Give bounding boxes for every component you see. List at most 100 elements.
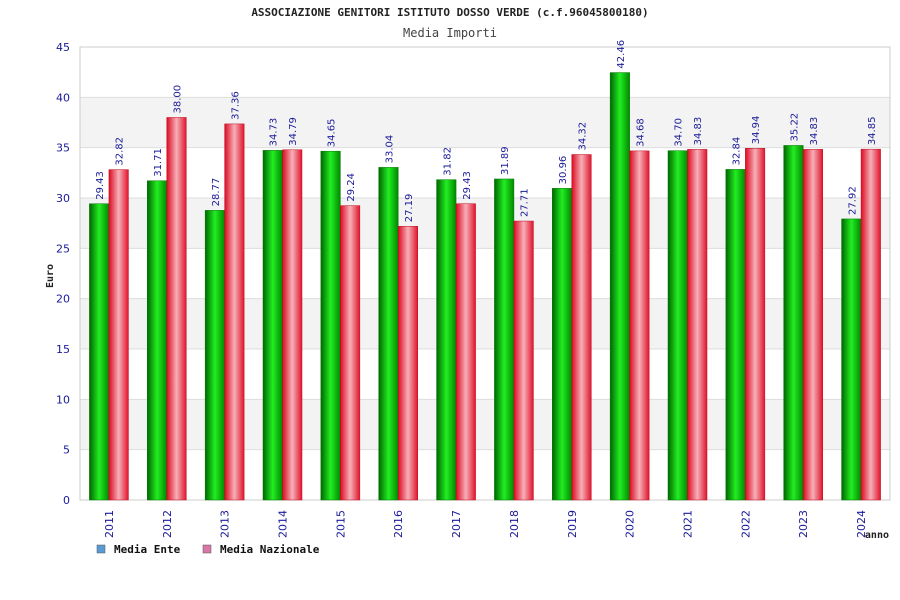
value-label-media-nazionale: 29.24 <box>346 173 357 202</box>
x-tick-label: 2020 <box>624 510 637 538</box>
value-label-media-ente: 31.82 <box>442 147 453 176</box>
x-tick-label: 2024 <box>855 510 868 538</box>
bar-media-ente <box>320 150 341 501</box>
value-label-media-ente: 34.70 <box>674 118 685 147</box>
value-label-media-ente: 27.92 <box>847 186 858 215</box>
value-label-media-ente: 35.22 <box>789 113 800 142</box>
chart-subtitle: Media Importi <box>403 26 497 40</box>
value-label-media-ente: 32.84 <box>732 137 743 166</box>
value-label-media-ente: 34.73 <box>269 118 280 147</box>
legend-label-media-nazionale: Media Nazionale <box>220 543 320 556</box>
bar-media-nazionale <box>340 205 361 501</box>
bar-media-nazionale <box>802 149 823 501</box>
bar-media-nazionale <box>629 150 650 501</box>
y-tick-label: 15 <box>56 343 70 356</box>
bar-media-ente <box>262 150 283 501</box>
y-axis-ticks: 0 5 10 15 20 25 30 35 40 45 <box>56 41 70 507</box>
bar-media-nazionale <box>282 149 303 501</box>
x-axis-ticks: 2011 2012 2013 2014 2015 2016 2017 2018 2019 2020… <box>103 510 868 538</box>
plot-bands <box>80 47 890 500</box>
bar-media-ente <box>378 167 399 501</box>
x-tick-label: 2012 <box>161 510 174 538</box>
plot-band <box>80 248 890 299</box>
y-tick-label: 10 <box>56 393 70 406</box>
y-axis-label: Euro <box>45 264 56 288</box>
y-tick-label: 25 <box>56 242 70 255</box>
bar-media-nazionale <box>860 148 881 501</box>
bar-media-ente <box>841 218 862 501</box>
bar-media-ente <box>147 180 168 501</box>
bars <box>89 72 881 501</box>
plot-frame <box>79 46 891 501</box>
x-tick-label: 2019 <box>566 510 579 538</box>
y-tick-label: 30 <box>56 192 70 205</box>
x-tick-label: 2011 <box>103 510 116 538</box>
value-label-media-ente: 29.43 <box>95 171 106 200</box>
value-label-media-ente: 31.89 <box>500 146 511 175</box>
value-labels: 29.43 32.82 31.71 38.00 28.77 37.36 34.73 34.79… <box>95 40 878 222</box>
legend-label-media-ente: Media Ente <box>114 543 181 556</box>
bar-media-ente <box>609 72 630 501</box>
value-label-media-nazionale: 34.79 <box>288 117 299 146</box>
bar-media-nazionale <box>513 220 534 501</box>
bar-media-ente <box>436 179 457 501</box>
plot-band <box>80 97 890 148</box>
bar-media-nazionale <box>397 226 418 501</box>
bar-media-nazionale <box>745 148 766 501</box>
value-label-media-nazionale: 34.32 <box>578 122 589 151</box>
value-label-media-nazionale: 34.83 <box>809 117 820 146</box>
x-tick-label: 2021 <box>682 510 695 538</box>
value-label-media-nazionale: 29.43 <box>462 171 473 200</box>
value-label-media-nazionale: 34.68 <box>635 118 646 147</box>
x-tick-label: 2017 <box>450 510 463 538</box>
value-label-media-nazionale: 37.36 <box>230 91 241 120</box>
value-label-media-ente: 31.71 <box>153 148 164 177</box>
bar-media-nazionale <box>224 123 245 501</box>
value-label-media-nazionale: 38.00 <box>173 85 184 114</box>
legend-swatch-media-ente <box>96 544 106 554</box>
value-label-media-nazionale: 27.71 <box>520 188 531 217</box>
plot-band <box>80 449 890 500</box>
x-tick-label: 2014 <box>277 510 290 538</box>
y-tick-label: 40 <box>56 91 70 104</box>
value-label-media-nazionale: 34.85 <box>867 117 878 146</box>
plot-band <box>80 349 890 400</box>
value-label-media-nazionale: 34.94 <box>751 116 762 145</box>
value-label-media-ente: 28.77 <box>211 178 222 207</box>
y-tick-label: 35 <box>56 142 70 155</box>
bar-media-nazionale <box>455 203 476 501</box>
bar-media-nazionale <box>166 117 187 501</box>
x-axis-label: anno <box>865 530 889 541</box>
bar-media-ente <box>89 203 110 501</box>
bar-media-ente <box>494 178 515 501</box>
y-tick-label: 0 <box>63 494 70 507</box>
value-label-media-nazionale: 32.82 <box>115 137 126 166</box>
bar-media-ente <box>783 145 804 501</box>
bar-media-nazionale <box>108 169 129 501</box>
x-tick-label: 2018 <box>508 510 521 538</box>
plot-band <box>80 47 890 98</box>
bar-media-ente <box>204 210 225 501</box>
x-tick-label: 2016 <box>392 510 405 538</box>
bar-media-nazionale <box>687 149 708 501</box>
bar-media-ente <box>725 169 746 501</box>
chart-title: ASSOCIAZIONE GENITORI ISTITUTO DOSSO VER… <box>251 6 648 19</box>
value-label-media-ente: 34.65 <box>327 119 338 148</box>
x-tick-label: 2013 <box>219 510 232 538</box>
plot-band <box>80 298 890 349</box>
plot-band <box>80 147 890 198</box>
x-tick-label: 2023 <box>797 510 810 538</box>
value-label-media-ente: 33.04 <box>384 135 395 164</box>
value-label-media-ente: 30.96 <box>558 156 569 185</box>
x-tick-label: 2022 <box>739 510 752 538</box>
value-label-media-nazionale: 27.19 <box>404 194 415 223</box>
legend-swatch-media-nazionale <box>202 544 212 554</box>
bar-media-ente <box>552 188 573 501</box>
plot-band <box>80 399 890 450</box>
plot-band <box>80 198 890 249</box>
y-tick-label: 20 <box>56 293 70 306</box>
bar-media-ente <box>667 150 688 501</box>
bar-media-nazionale <box>571 154 592 501</box>
y-tick-label: 5 <box>63 444 70 457</box>
